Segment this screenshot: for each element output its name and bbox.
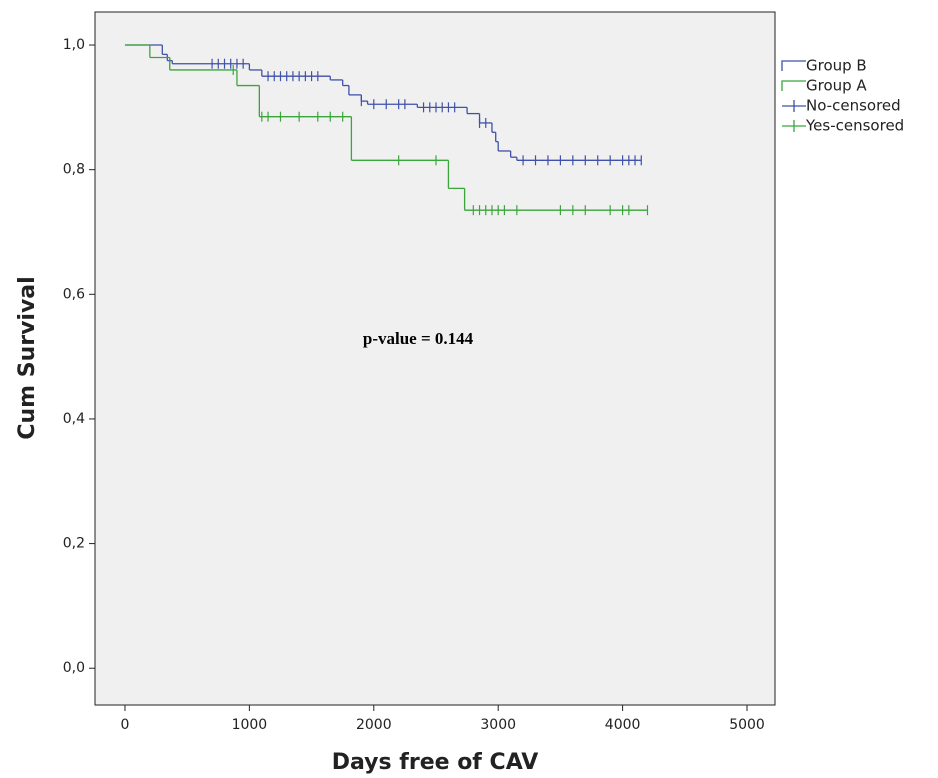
y-tick-label: 0,0 (63, 660, 85, 676)
x-tick-label: 1000 (232, 717, 268, 733)
y-tick-label: 1,0 (63, 37, 85, 53)
x-tick-label: 0 (121, 717, 130, 733)
legend-label: Yes-censored (805, 117, 904, 135)
x-tick-label: 2000 (356, 717, 392, 733)
y-axis-title: Cum Survival (15, 276, 40, 439)
legend-label: Group A (806, 77, 867, 95)
legend-swatch (782, 120, 806, 132)
y-tick-label: 0,8 (63, 162, 85, 178)
legend-swatch (781, 60, 806, 71)
y-tick-label: 0,6 (63, 286, 85, 302)
y-tick-label: 0,4 (63, 411, 85, 427)
x-axis-title: Days free of CAV (332, 750, 539, 775)
legend-label: Group B (806, 57, 867, 75)
legend-swatch (782, 100, 806, 112)
y-tick-label: 0,2 (63, 536, 85, 552)
plot-area (94, 11, 776, 706)
x-tick-label: 3000 (480, 717, 516, 733)
x-tick-label: 5000 (729, 717, 765, 733)
legend-swatch (781, 80, 806, 91)
legend-label: No-censored (806, 97, 901, 115)
annotation: p-value = 0.144 (363, 329, 474, 348)
x-tick-label: 4000 (605, 717, 641, 733)
